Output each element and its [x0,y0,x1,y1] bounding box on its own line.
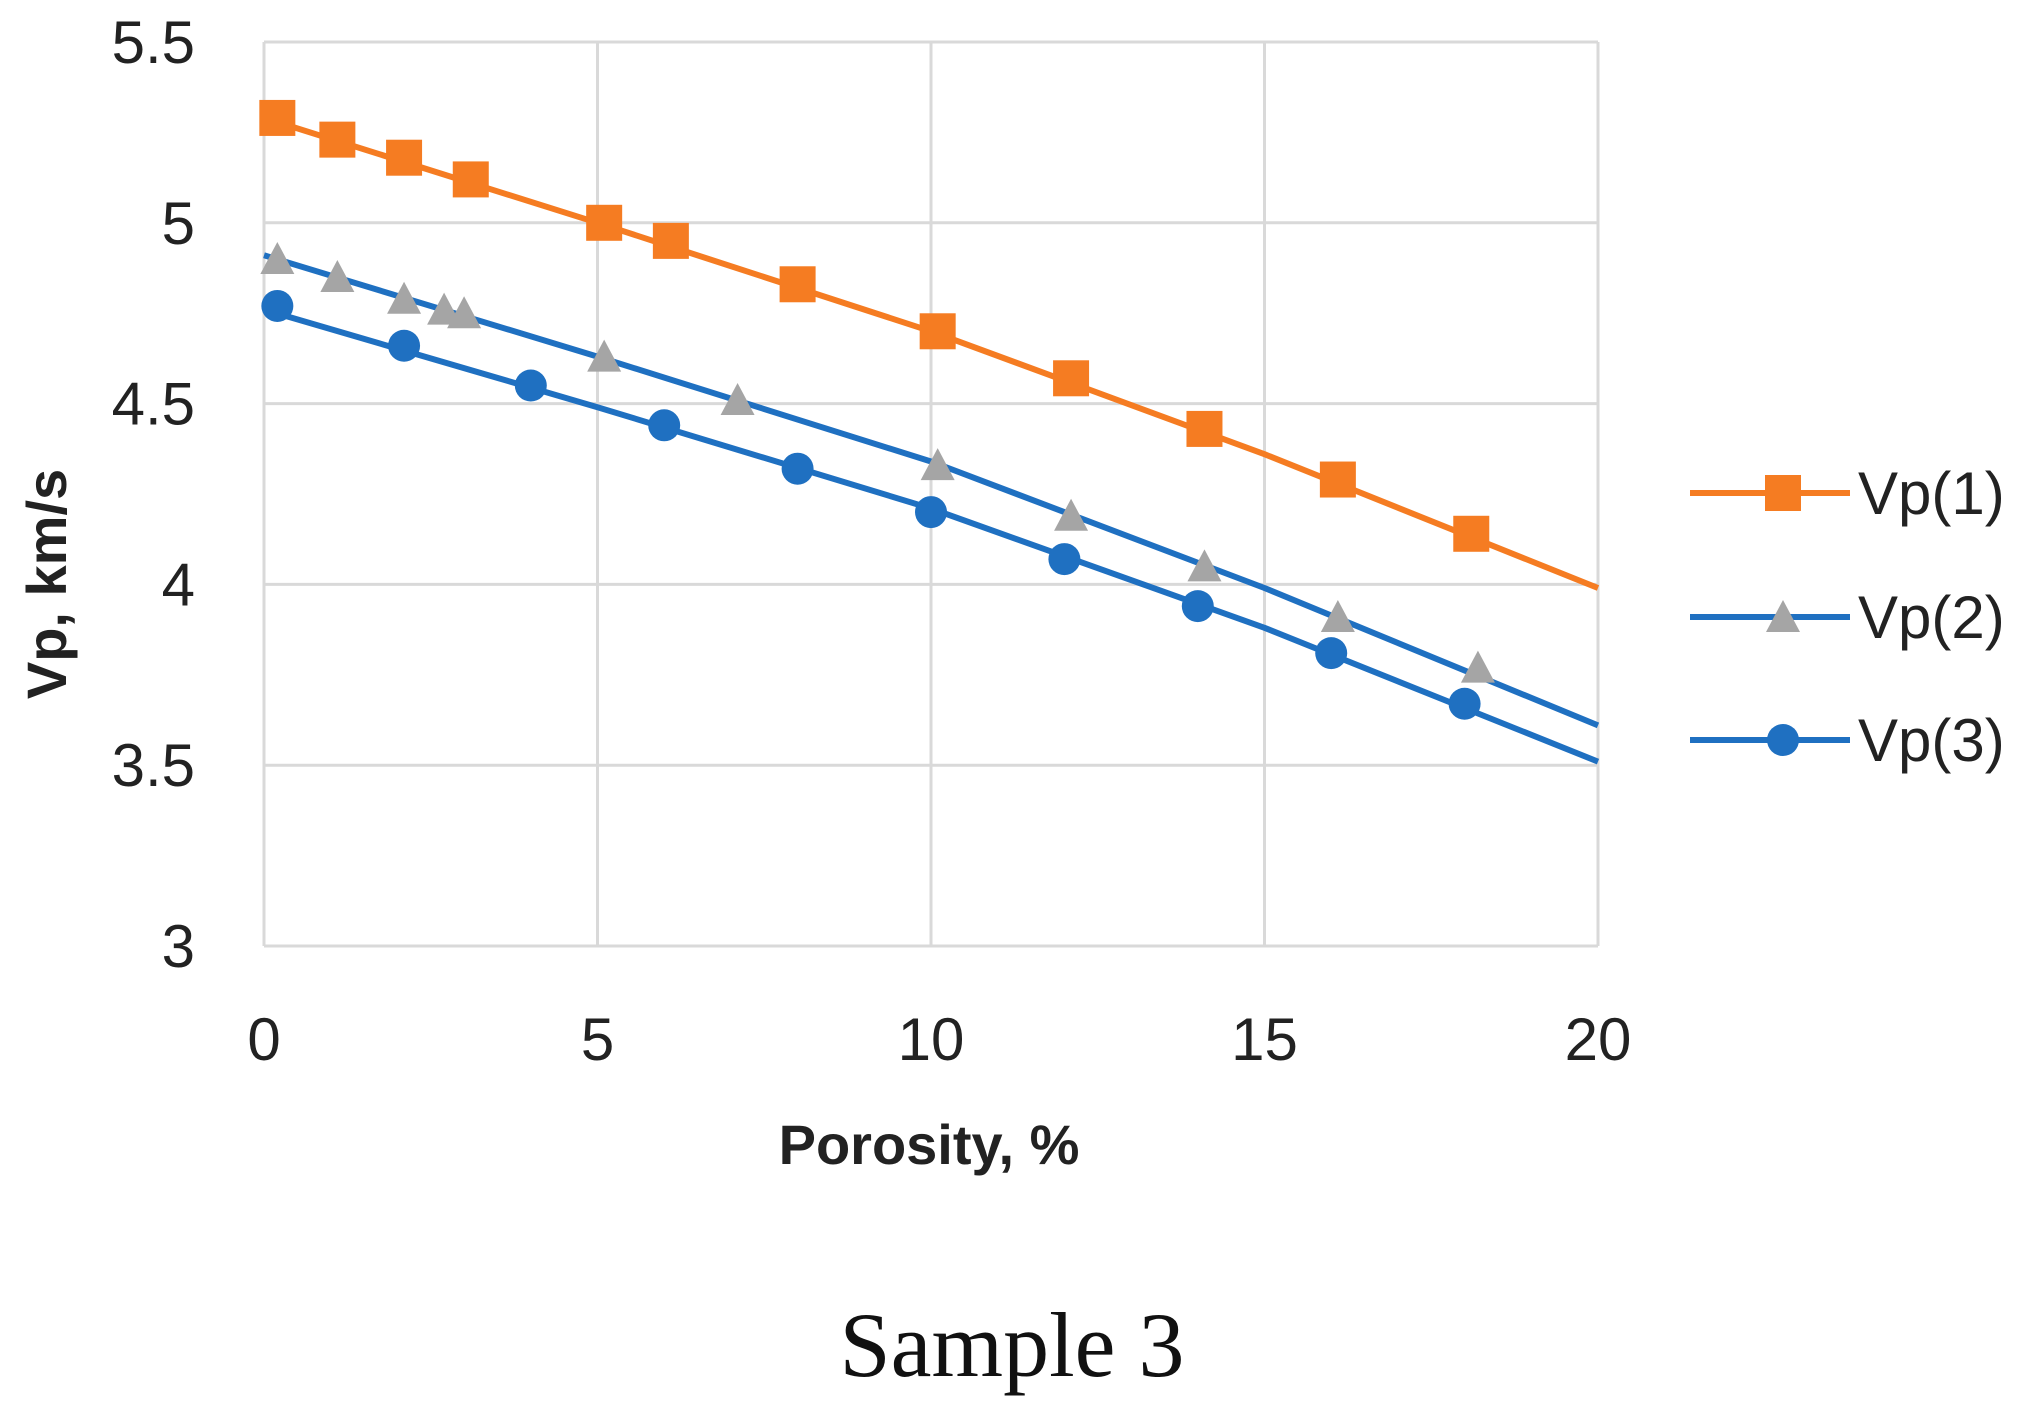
data-point [1315,637,1348,670]
x-tick-label: 15 [1231,1006,1298,1073]
legend-entry: Vp(1) [1690,460,2005,527]
y-tick-label: 3.5 [112,732,195,799]
data-point [387,281,422,314]
data-point [1054,498,1089,531]
legend-entry: Vp(3) [1690,707,2005,774]
data-point [514,369,547,402]
data-point [427,292,462,325]
y-tick-label: 3 [162,913,195,980]
data-point [915,496,947,529]
y-tick-label: 4 [162,551,195,618]
legend-swatch-marker [1767,724,1799,756]
x-tick-label: 20 [1565,1006,1632,1073]
data-point [1186,410,1223,447]
data-point [1319,461,1356,498]
data-point [1460,650,1495,683]
data-point [261,289,294,322]
data-point [586,204,623,241]
x-axis-title: Porosity, % [779,1113,1080,1176]
series-1 [260,241,1600,729]
data-point [1448,687,1481,720]
data-point [779,266,816,303]
legend-label: Vp(3) [1858,707,2005,774]
data-point [386,139,423,176]
series-0 [259,99,1600,591]
figure-caption: Sample 3 [839,1294,1185,1396]
x-tick-label: 0 [247,1006,280,1073]
plot-area [259,99,1600,765]
data-point [1053,360,1090,397]
data-point [1187,549,1222,582]
data-point [1453,515,1490,552]
y-tick-label: 5.5 [112,9,195,76]
data-point [652,222,689,259]
legend-label: Vp(2) [1858,584,2005,651]
data-point [260,241,295,274]
x-tick-label: 5 [581,1006,614,1073]
data-point [720,382,755,415]
data-point [388,329,421,362]
data-point [1320,599,1355,632]
grid [262,40,1600,948]
legend-swatch-marker [1765,475,1801,511]
y-tick-label: 4.5 [112,371,195,438]
data-point [259,99,296,136]
data-point [587,339,622,372]
data-point [781,452,814,485]
legend: Vp(1) Vp(2) Vp(3) [1690,460,2005,774]
x-tick-label: 10 [898,1006,965,1073]
data-point [320,260,355,293]
data-point [1048,543,1081,576]
y-tick-label: 5 [162,190,195,257]
data-point [648,409,681,442]
data-point [447,296,482,329]
series-2 [261,289,1600,765]
data-point [920,448,955,481]
data-point [452,161,489,198]
legend-label: Vp(1) [1858,460,2005,527]
data-point [1181,590,1214,623]
data-point [919,313,956,350]
y-axis-title: Vp, km/s [15,469,78,699]
data-point [319,121,356,158]
legend-swatch-marker [1766,600,1800,632]
tick-labels: 0 5 10 15 20 3 3.5 4 4.5 5 5.5 [112,9,1632,1073]
legend-entry: Vp(2) [1690,584,2005,651]
